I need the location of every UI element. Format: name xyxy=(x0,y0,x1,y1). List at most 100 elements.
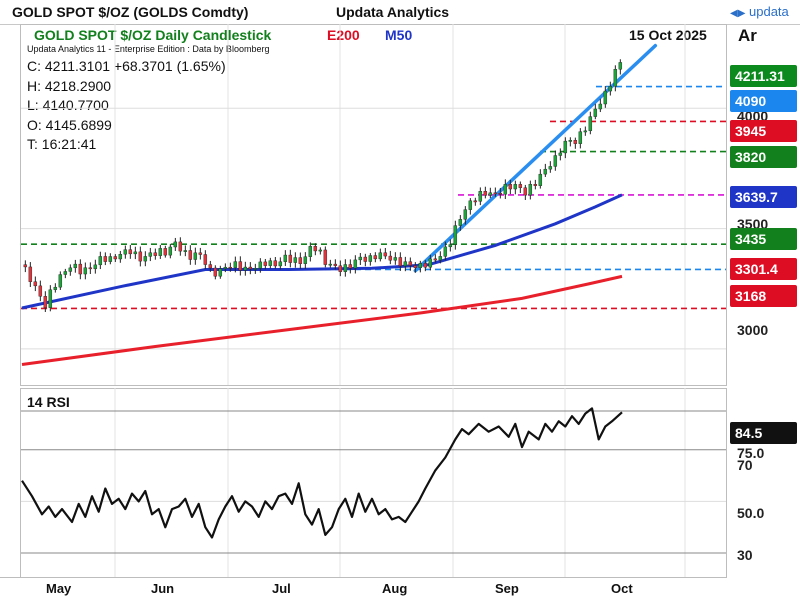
ohlc-time: T: 16:21:41 xyxy=(27,136,97,152)
candle-body xyxy=(308,246,313,257)
candle-body xyxy=(203,254,208,265)
ohlc-low: L: 4140.7700 xyxy=(27,97,109,113)
candle-body xyxy=(513,184,518,190)
candle-body xyxy=(328,263,333,266)
candle-body xyxy=(148,252,153,257)
logo-text: updata xyxy=(749,4,789,19)
candle-body xyxy=(428,258,433,268)
ema200-line xyxy=(21,274,623,366)
ema200-tag: 3301.4 xyxy=(730,258,797,280)
candle-body xyxy=(233,261,238,268)
candle-body xyxy=(393,257,398,261)
axis-mode[interactable]: Ar xyxy=(738,26,757,45)
candle-body xyxy=(118,254,123,260)
month-label-jul: Jul xyxy=(272,581,291,596)
candle-body xyxy=(198,252,203,255)
candle-body xyxy=(343,264,348,272)
candle-body xyxy=(288,254,293,263)
candle-body xyxy=(588,116,593,132)
candle-body xyxy=(338,265,343,272)
y-tick-3000: 3000 xyxy=(737,322,769,338)
candle-body xyxy=(98,256,103,266)
candle-body xyxy=(48,289,53,308)
candle-body xyxy=(68,267,73,272)
instrument-title: GOLD SPOT $/OZ (GOLDS Comdty) xyxy=(12,4,249,20)
month-label-sep: Sep xyxy=(495,581,519,596)
candle-body xyxy=(183,250,188,252)
month-label-oct: Oct xyxy=(611,581,633,596)
candle-body xyxy=(78,263,83,275)
updata-logo: ◀▶ updata xyxy=(730,4,789,19)
candle-body xyxy=(383,252,388,257)
candle-body xyxy=(268,260,273,266)
candle-body xyxy=(603,90,608,105)
candle-body xyxy=(478,191,483,202)
candle-body xyxy=(208,264,213,269)
candle-body xyxy=(38,285,43,297)
candle-body xyxy=(123,249,128,255)
rsi-value-tag: 84.5 xyxy=(730,422,797,444)
candle-body xyxy=(228,266,233,269)
candle-body xyxy=(593,108,598,117)
candle-body xyxy=(463,209,468,220)
candle-body xyxy=(293,257,298,263)
candle-body xyxy=(408,261,413,266)
candle-body xyxy=(188,250,193,260)
candle-body xyxy=(143,256,148,262)
candle-body xyxy=(63,271,68,275)
price-panel xyxy=(20,24,727,386)
candle-body xyxy=(53,286,58,290)
candle-body xyxy=(443,246,448,257)
candle-body xyxy=(158,248,163,256)
level-tag-3168: 3168 xyxy=(730,285,797,307)
attribution: Updata Analytics 11 - Enterprise Edition… xyxy=(27,44,270,54)
candle-body xyxy=(253,268,258,270)
candle-body xyxy=(618,62,623,70)
candle-body xyxy=(448,244,453,248)
candle-body xyxy=(498,193,503,195)
candle-body xyxy=(598,103,603,110)
candle-body xyxy=(353,259,358,269)
candle-body xyxy=(488,192,493,196)
rsi-line xyxy=(21,407,623,539)
candle-body xyxy=(273,260,278,267)
candle-body xyxy=(518,184,523,188)
candle-body xyxy=(193,252,198,260)
candle-body xyxy=(493,192,498,195)
candle-body xyxy=(238,261,243,271)
candle-body xyxy=(503,184,508,195)
candle-body xyxy=(583,130,588,133)
candle-body xyxy=(473,200,478,203)
candle-body xyxy=(528,184,533,196)
candle-body xyxy=(378,252,383,260)
candle-body xyxy=(548,166,553,170)
candle-body xyxy=(333,263,338,266)
candle-body xyxy=(543,168,548,175)
level-tag-3820: 3820 xyxy=(730,146,797,168)
candle-body xyxy=(223,266,228,269)
updata-arrows-icon: ◀▶ xyxy=(730,8,746,19)
candle-body xyxy=(373,255,378,260)
month-label-may: May xyxy=(46,581,72,596)
candle-body xyxy=(138,251,143,262)
candle-body xyxy=(453,225,458,245)
chart-title: GOLD SPOT $/OZ Daily Candlestick xyxy=(34,27,272,43)
candle-body xyxy=(323,249,328,265)
candle-body xyxy=(438,256,443,261)
candle-body xyxy=(178,241,183,252)
rsi-panel xyxy=(20,388,727,578)
candle-body xyxy=(43,296,48,308)
candle-body xyxy=(163,248,168,256)
candle-body xyxy=(483,191,488,196)
candle-body xyxy=(533,184,538,186)
candle-body xyxy=(388,255,393,261)
candle-body xyxy=(413,265,418,268)
candle-body xyxy=(368,255,373,262)
candle-body xyxy=(608,86,613,92)
chart-date: 15 Oct 2025 xyxy=(629,27,707,43)
candle-body xyxy=(433,258,438,261)
candle-body xyxy=(153,252,158,256)
ohlc-high: H: 4218.2900 xyxy=(27,77,112,94)
